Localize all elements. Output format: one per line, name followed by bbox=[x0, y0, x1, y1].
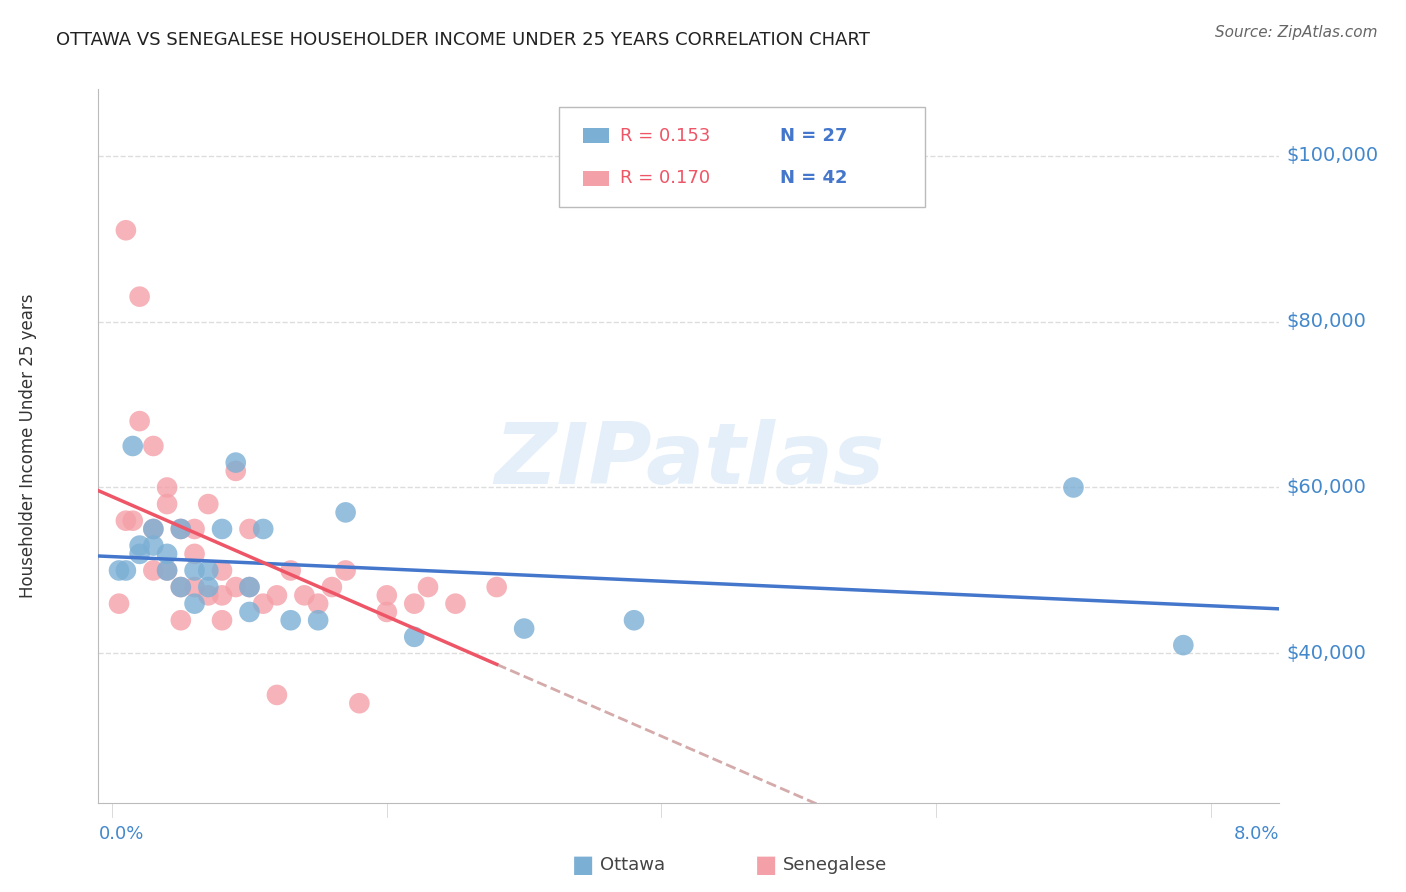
Point bbox=[225, 580, 247, 594]
Text: 0.0%: 0.0% bbox=[98, 825, 143, 843]
Point bbox=[197, 564, 219, 578]
Point bbox=[142, 522, 165, 536]
Point bbox=[121, 439, 143, 453]
Point bbox=[115, 564, 138, 578]
Point bbox=[238, 580, 260, 594]
Text: Senegalese: Senegalese bbox=[783, 856, 887, 874]
Point bbox=[252, 522, 274, 536]
Point bbox=[1062, 481, 1084, 495]
Point bbox=[156, 564, 179, 578]
Point bbox=[197, 588, 219, 602]
Point bbox=[183, 580, 205, 594]
Point bbox=[183, 522, 205, 536]
Point bbox=[238, 605, 260, 619]
Bar bbox=[582, 170, 609, 186]
Point bbox=[108, 564, 131, 578]
Point bbox=[266, 688, 288, 702]
Point bbox=[142, 439, 165, 453]
Point bbox=[211, 564, 233, 578]
Point bbox=[211, 613, 233, 627]
Point bbox=[197, 497, 219, 511]
Text: R = 0.153: R = 0.153 bbox=[620, 127, 728, 145]
Text: R = 0.170: R = 0.170 bbox=[620, 169, 728, 187]
Point bbox=[280, 564, 302, 578]
Point bbox=[115, 223, 138, 237]
Text: ■: ■ bbox=[755, 854, 778, 877]
Point bbox=[197, 580, 219, 594]
Point bbox=[156, 564, 179, 578]
Point bbox=[142, 522, 165, 536]
Point bbox=[307, 597, 329, 611]
Point bbox=[170, 613, 193, 627]
Text: $80,000: $80,000 bbox=[1286, 312, 1367, 331]
Point bbox=[321, 580, 343, 594]
Point bbox=[252, 597, 274, 611]
Point bbox=[225, 464, 247, 478]
Point bbox=[128, 414, 150, 428]
Point bbox=[183, 564, 205, 578]
Point bbox=[183, 597, 205, 611]
Text: Source: ZipAtlas.com: Source: ZipAtlas.com bbox=[1215, 25, 1378, 40]
Point bbox=[335, 505, 357, 519]
Point bbox=[115, 514, 138, 528]
Text: Ottawa: Ottawa bbox=[600, 856, 665, 874]
Point bbox=[307, 613, 329, 627]
Text: $60,000: $60,000 bbox=[1286, 478, 1367, 497]
Point bbox=[416, 580, 439, 594]
Point bbox=[170, 522, 193, 536]
Point bbox=[170, 580, 193, 594]
Point bbox=[211, 522, 233, 536]
Point bbox=[211, 588, 233, 602]
Point bbox=[238, 522, 260, 536]
Text: $40,000: $40,000 bbox=[1286, 644, 1367, 663]
Text: N = 27: N = 27 bbox=[780, 127, 848, 145]
Point bbox=[349, 696, 371, 710]
Point bbox=[128, 539, 150, 553]
Point bbox=[404, 630, 426, 644]
Point bbox=[238, 580, 260, 594]
Point bbox=[444, 597, 467, 611]
Text: ZIPatlas: ZIPatlas bbox=[494, 418, 884, 502]
Point bbox=[170, 522, 193, 536]
Point bbox=[623, 613, 645, 627]
Bar bbox=[582, 128, 609, 144]
Point bbox=[121, 514, 143, 528]
Point bbox=[225, 456, 247, 470]
Text: Householder Income Under 25 years: Householder Income Under 25 years bbox=[20, 293, 37, 599]
Point bbox=[513, 622, 536, 636]
Text: OTTAWA VS SENEGALESE HOUSEHOLDER INCOME UNDER 25 YEARS CORRELATION CHART: OTTAWA VS SENEGALESE HOUSEHOLDER INCOME … bbox=[56, 31, 870, 49]
Point bbox=[1173, 638, 1195, 652]
Point bbox=[375, 605, 398, 619]
Text: N = 42: N = 42 bbox=[780, 169, 848, 187]
Text: ■: ■ bbox=[572, 854, 595, 877]
FancyBboxPatch shape bbox=[560, 107, 925, 207]
Point bbox=[156, 497, 179, 511]
Point bbox=[142, 564, 165, 578]
Text: $100,000: $100,000 bbox=[1286, 146, 1379, 165]
Point bbox=[128, 547, 150, 561]
Point bbox=[375, 588, 398, 602]
Point bbox=[128, 290, 150, 304]
Point bbox=[280, 613, 302, 627]
Point bbox=[108, 597, 131, 611]
Point bbox=[294, 588, 316, 602]
Point bbox=[266, 588, 288, 602]
Point bbox=[170, 580, 193, 594]
Point bbox=[156, 481, 179, 495]
Point bbox=[183, 547, 205, 561]
Point bbox=[156, 547, 179, 561]
Point bbox=[485, 580, 508, 594]
Point bbox=[142, 539, 165, 553]
Point bbox=[404, 597, 426, 611]
Text: 8.0%: 8.0% bbox=[1234, 825, 1279, 843]
Point bbox=[335, 564, 357, 578]
